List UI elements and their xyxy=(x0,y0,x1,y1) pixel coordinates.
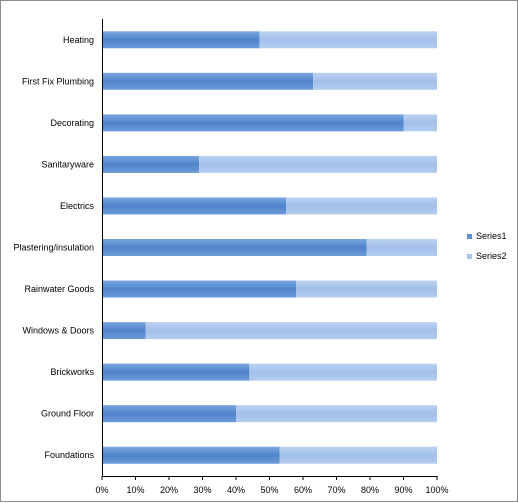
x-tick-labels: 0% 10% 20% 30% 40% 50% 60% 70% 80% 90% 100% xyxy=(95,476,449,495)
legend-swatch-series1 xyxy=(467,234,472,239)
bar-series1-3 xyxy=(102,155,200,173)
category-label: Decorating xyxy=(50,118,94,128)
x-tick-label: 50% xyxy=(260,485,278,495)
category-label: Brickworks xyxy=(50,367,94,377)
x-tick-label: 90% xyxy=(394,485,412,495)
bar-series1-8 xyxy=(102,363,250,381)
bar-series2-7 xyxy=(145,322,438,340)
category-label: First Fix Plumbing xyxy=(22,76,94,86)
bar-series1-10 xyxy=(102,446,280,464)
legend-swatch-series2 xyxy=(467,254,472,259)
bar-series2-4 xyxy=(286,197,437,215)
category-label: Rainwater Goods xyxy=(24,284,94,294)
bar-series2-5 xyxy=(366,239,437,256)
bar-series2-6 xyxy=(296,280,437,298)
x-tick-label: 80% xyxy=(361,485,379,495)
bar-series1-2 xyxy=(102,114,404,132)
bar-series2-3 xyxy=(199,155,437,173)
x-tick-label: 20% xyxy=(160,485,178,495)
category-labels: Heating First Fix Plumbing Decorating Sanit… xyxy=(13,35,94,460)
bar-series1-0 xyxy=(102,31,260,49)
bar-series2-9 xyxy=(236,405,437,423)
x-tick-label: 30% xyxy=(193,485,211,495)
bar-series2-2 xyxy=(403,114,437,132)
category-label: Sanitaryware xyxy=(41,159,94,169)
x-tick-label: 0% xyxy=(95,485,108,495)
x-tick-label: 60% xyxy=(294,485,312,495)
bar-series1-4 xyxy=(102,197,287,215)
bar-series1-5 xyxy=(102,239,367,256)
bar-series1-1 xyxy=(102,72,314,90)
legend-label-series1: Series1 xyxy=(476,231,507,241)
x-tick-label: 100% xyxy=(425,485,448,495)
category-label: Foundations xyxy=(44,450,94,460)
bar-series2-10 xyxy=(279,446,437,464)
bar-series2-0 xyxy=(259,31,437,49)
legend: Series1 Series2 xyxy=(467,231,507,261)
bar-series1-7 xyxy=(102,322,146,340)
x-tick-label: 40% xyxy=(227,485,245,495)
bar-series2-8 xyxy=(249,363,437,381)
bar-series1-9 xyxy=(102,405,236,423)
legend-label-series2: Series2 xyxy=(476,251,507,261)
x-tick-label: 10% xyxy=(126,485,144,495)
category-label: Windows & Doors xyxy=(22,326,94,336)
category-label: Electrics xyxy=(60,201,95,211)
bar-series1-6 xyxy=(102,280,297,298)
bars-layer xyxy=(102,31,438,464)
x-tick-label: 70% xyxy=(327,485,345,495)
category-label: Heating xyxy=(63,35,94,45)
category-label: Plastering/insulation xyxy=(13,243,94,253)
category-label: Ground Floor xyxy=(41,409,94,419)
bar-series2-1 xyxy=(313,72,437,90)
